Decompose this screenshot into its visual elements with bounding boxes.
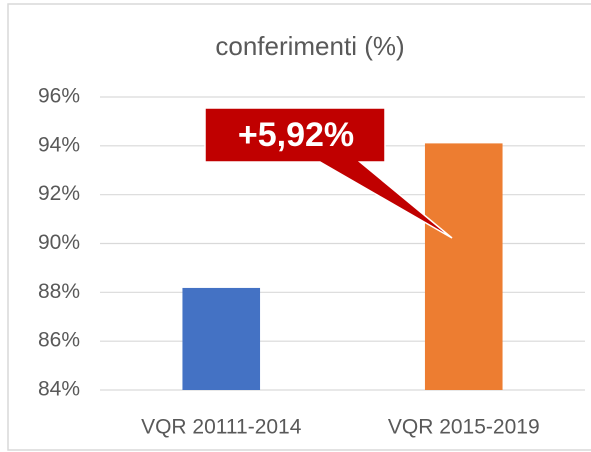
y-tick-label: 90% [38,231,80,254]
y-tick-label: 94% [38,133,80,156]
bar [182,287,261,390]
chart-frame [7,3,591,451]
y-tick-label: 86% [38,329,80,352]
y-tick-label: 84% [38,378,80,401]
chart-title: conferimenti (%) [215,31,404,61]
callout-box [204,107,453,239]
x-tick-label: VQR 20111-2014 [141,416,302,439]
annotation: +5,92% [238,116,354,154]
y-tick-label: 88% [38,280,80,303]
bar [424,143,503,390]
y-tick-label: 92% [38,182,80,205]
y-tick-label: 96% [38,85,80,108]
x-tick-label: VQR 2015-2019 [388,416,540,439]
